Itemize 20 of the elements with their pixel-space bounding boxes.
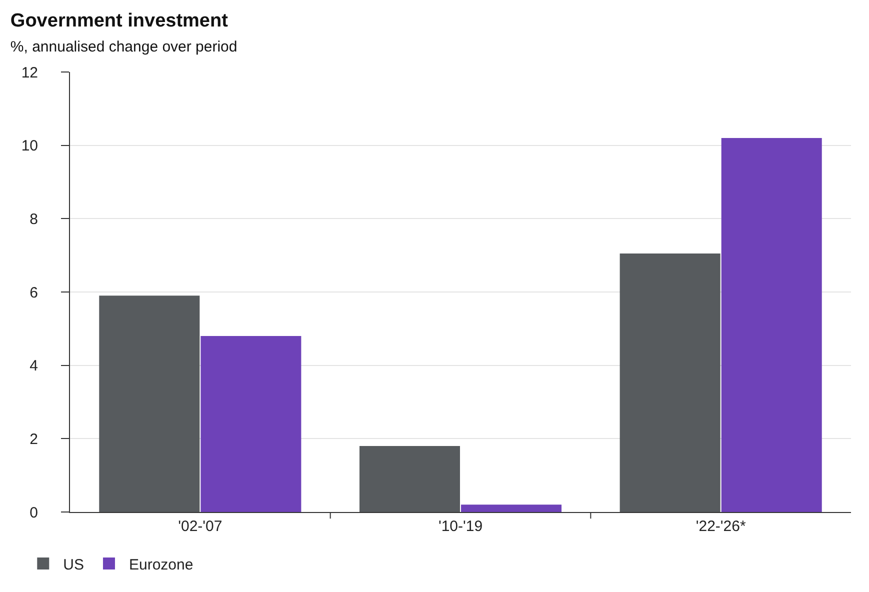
x-tick-label: '22-'26*: [696, 518, 746, 535]
y-tick-label: 8: [30, 210, 38, 228]
y-tick-label: 6: [30, 284, 38, 302]
x-tick-label: '02-'07: [178, 518, 222, 535]
bar: [200, 336, 302, 512]
bar: [620, 254, 720, 512]
y-tick-label: 12: [21, 64, 38, 82]
bar: [359, 446, 460, 512]
y-tick-label: 4: [30, 358, 38, 375]
y-tick-label: 10: [21, 138, 38, 155]
legend-label: US: [63, 556, 84, 574]
y-tick-label: 2: [30, 430, 38, 448]
chart-title: Government investment: [10, 10, 229, 32]
chart-subtitle: %, annualised change over period: [10, 38, 238, 56]
y-tick-label: 0: [30, 504, 38, 522]
bar: [461, 504, 562, 512]
x-tick-label: '10-'19: [438, 518, 483, 535]
bar: [721, 138, 822, 512]
bar: [99, 296, 200, 512]
legend-label: Eurozone: [128, 556, 194, 574]
